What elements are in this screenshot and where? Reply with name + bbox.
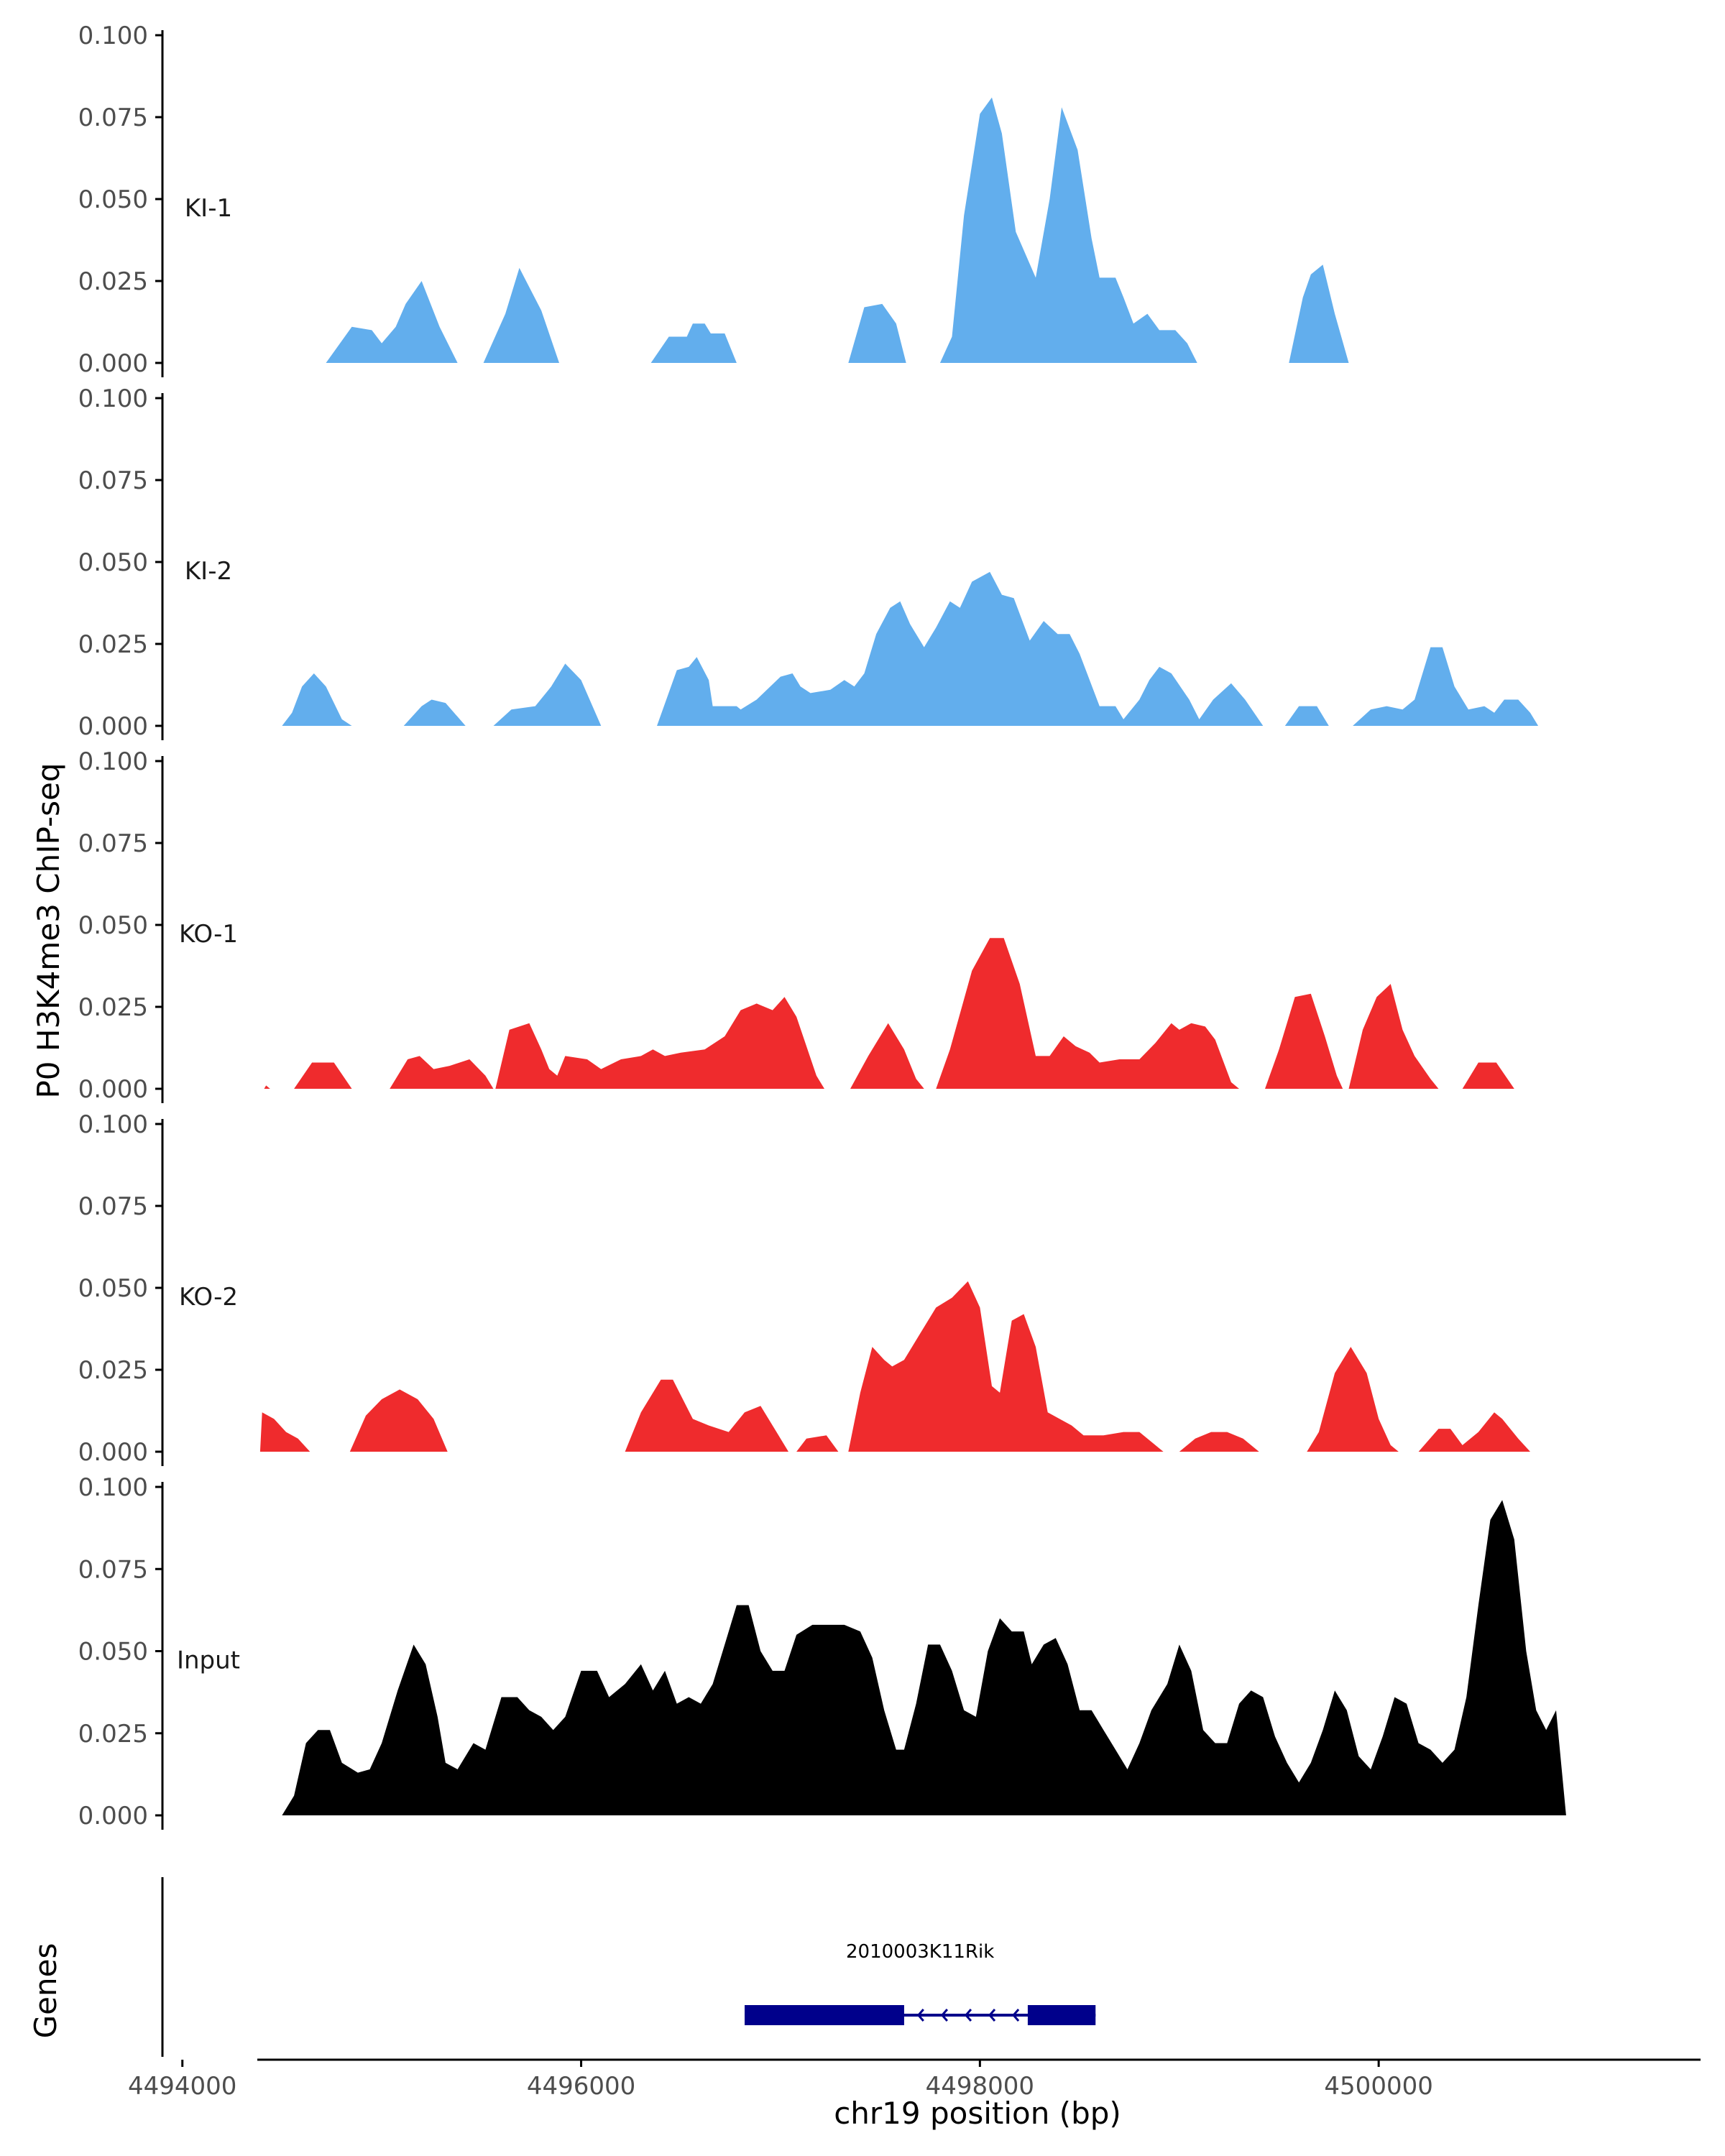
x-tick-label: 4496000: [527, 2072, 635, 2101]
area-ko-2: [259, 1281, 1530, 1452]
gene-2010003k11rik: 2010003K11Rik: [745, 1941, 1096, 2025]
gene-exon: [745, 2005, 904, 2025]
y-tick-label: 0.075: [78, 1192, 148, 1221]
y-tick-label: 0.025: [78, 1720, 148, 1749]
y-tick-label: 0.100: [78, 384, 148, 413]
y-tick-label: 0.100: [78, 1473, 148, 1502]
track-label-ki-2: KI-2: [185, 557, 232, 586]
track-label-ko-2: KO-2: [179, 1283, 238, 1312]
track-label-input: Input: [177, 1646, 240, 1675]
x-tick-label: 4500000: [1324, 2072, 1432, 2101]
x-axis: 4494000 4496000 4498000 4500000: [128, 2058, 1701, 2101]
y-tick-label: 0.025: [78, 267, 148, 296]
y-axis-ko-1: 0.000 0.025 0.050 0.075 0.100: [78, 747, 164, 1104]
y-axis-input: 0.000 0.025 0.050 0.075 0.100: [78, 1473, 164, 1830]
gene-track-title: Genes: [28, 1943, 63, 2039]
area-ki-1: [326, 97, 1349, 363]
track-label-ki-1: KI-1: [185, 194, 232, 223]
y-tick-label: 0.075: [78, 466, 148, 495]
y-tick-label: 0.025: [78, 1356, 148, 1385]
y-axis-ki-1: 0.000 0.025 0.050 0.075 0.100: [78, 22, 164, 378]
y-tick-label: 0.050: [78, 548, 148, 577]
strand-chevron: [964, 2009, 972, 2022]
y-tick-label: 0.000: [78, 712, 148, 741]
gene-exon: [1027, 2005, 1096, 2025]
y-tick-label: 0.075: [78, 829, 148, 858]
area-input: [282, 1500, 1566, 1815]
y-tick-label: 0.075: [78, 103, 148, 132]
area-ki-2: [282, 571, 1539, 726]
x-tick-label: 4498000: [926, 2072, 1034, 2101]
x-axis-title: chr19 position (bp): [834, 2096, 1121, 2131]
y-tick-label: 0.025: [78, 993, 148, 1022]
y-tick-label: 0.100: [78, 747, 148, 776]
y-tick-label: 0.000: [78, 1075, 148, 1104]
y-tick-label: 0.025: [78, 630, 148, 659]
track-label-ko-1: KO-1: [179, 920, 238, 949]
y-tick-label: 0.100: [78, 1110, 148, 1139]
y-tick-label: 0.050: [78, 911, 148, 940]
y-tick-label: 0.100: [78, 22, 148, 50]
y-axis-title: P0 H3K4me3 ChIP-seq: [31, 763, 66, 1098]
y-tick-label: 0.000: [78, 349, 148, 378]
y-tick-label: 0.000: [78, 1802, 148, 1830]
gene-label: 2010003K11Rik: [846, 1941, 994, 1963]
strand-chevron: [1012, 2009, 1020, 2022]
track-areas: [259, 97, 1566, 1815]
y-axis-ki-2: 0.000 0.025 0.050 0.075 0.100: [78, 384, 164, 741]
y-tick-label: 0.050: [78, 1638, 148, 1667]
y-tick-label: 0.075: [78, 1555, 148, 1584]
gene-track: 2010003K11Rik: [161, 1877, 1096, 2057]
x-tick-label: 4494000: [128, 2072, 236, 2101]
area-ko-1: [264, 938, 1514, 1089]
y-tick-label: 0.050: [78, 1274, 148, 1303]
strand-chevron: [988, 2009, 996, 2022]
strand-chevron: [916, 2009, 924, 2022]
strand-chevron: [940, 2009, 948, 2022]
track-labels: KI-1 KI-2 KO-1 KO-2 Input: [177, 194, 240, 1675]
track-y-axes: 0.000 0.025 0.050 0.075 0.100 0.000 0.025 0.050…: [78, 22, 164, 1830]
y-tick-label: 0.050: [78, 185, 148, 214]
y-axis-ko-2: 0.000 0.025 0.050 0.075 0.100: [78, 1110, 164, 1467]
y-tick-label: 0.000: [78, 1438, 148, 1467]
